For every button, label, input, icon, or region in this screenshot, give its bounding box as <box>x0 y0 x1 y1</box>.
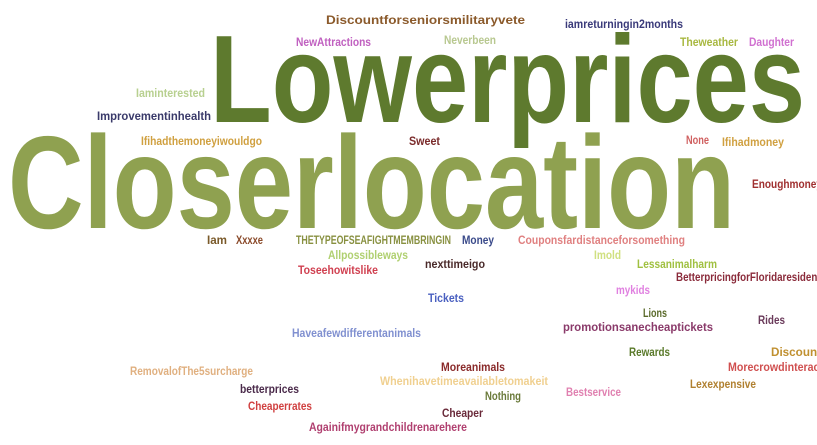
word: Ifihadmoney <box>722 135 784 149</box>
word: Rides <box>758 313 785 327</box>
word: Morecrowdinteract <box>728 360 817 374</box>
word: Iaminterested <box>136 86 205 100</box>
word: Iam <box>207 233 227 247</box>
word: Lions <box>643 306 667 320</box>
word: iamreturningin2months <box>565 17 683 31</box>
word: Allpossibleways <box>328 248 408 262</box>
word: RemovalofThe5surcharge <box>130 364 253 378</box>
word: promotionsanecheaptickets <box>563 320 713 334</box>
word: Haveafewdifferentanimals <box>292 326 421 340</box>
word: Money <box>462 233 494 247</box>
word: Lowerprices <box>210 11 805 149</box>
word: Bestservice <box>566 385 621 399</box>
word: Sweet <box>409 134 440 148</box>
word: BetterpricingforFloridaresidents <box>676 270 817 284</box>
word: Whenihavetimeavailabletomakeit <box>380 374 548 388</box>
word: Cheaper <box>442 406 483 420</box>
word: Couponsfardistanceforsomething <box>518 233 685 247</box>
word: Neverbeen <box>444 33 496 47</box>
word: Theweather <box>680 35 738 49</box>
word: Daughter <box>749 35 794 49</box>
word: Cheaperrates <box>248 399 312 413</box>
word: Discountforseniorsmilitaryvete <box>326 13 525 27</box>
word: Againifmygrandchildrenarehere <box>309 420 467 434</box>
word: mykids <box>616 283 650 297</box>
word: Moreanimals <box>441 360 505 374</box>
word: Lessanimalharm <box>637 257 717 271</box>
word: NewAttractions <box>296 35 371 49</box>
word: Tickets <box>428 291 464 305</box>
word: THETYPEOFSEAFIGHTMEMBRINGIN <box>296 233 451 247</box>
word: Discount <box>771 345 817 359</box>
word: Imold <box>594 248 621 262</box>
word: Improvementinhealth <box>97 109 211 123</box>
word: Nothing <box>485 389 521 403</box>
word: nexttimeigo <box>425 257 485 271</box>
word: betterprices <box>240 382 299 396</box>
word: None <box>686 133 709 147</box>
word: Lexexpensive <box>690 377 756 391</box>
word: Xxxxe <box>236 233 263 247</box>
word: Toseehowitslike <box>298 263 378 277</box>
word: Enoughmoney <box>752 177 817 191</box>
word: Closerlocation <box>8 109 735 256</box>
word: Rewards <box>629 345 670 359</box>
word: Ifihadthemoneyiwouldgo <box>141 134 262 148</box>
